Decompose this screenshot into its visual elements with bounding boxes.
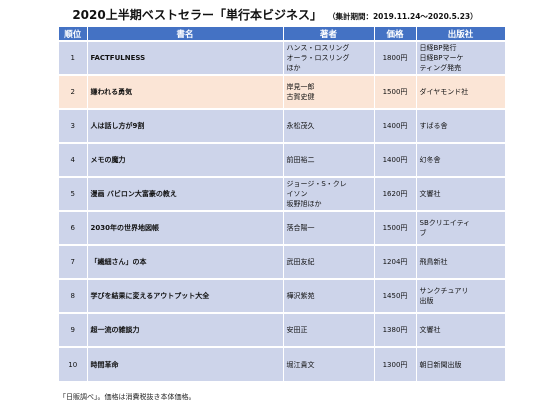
author-cell: 安田正 — [283, 312, 375, 347]
author-cell: 堀江貴文 — [283, 346, 375, 381]
publisher-cell: すばる舎 — [416, 108, 506, 143]
table-row: 7 「繊細さん」の本 武田友紀 1204円 飛鳥新社 — [59, 244, 506, 279]
rank-cell: 4 — [59, 142, 88, 177]
table-row: 10 時間革命 堀江貴文 1300円 朝日新聞出版 — [59, 346, 506, 381]
author-cell: ジョージ・S・クレ イソン 坂野旭ほか — [283, 176, 375, 211]
price-cell: 1300円 — [374, 346, 417, 381]
author-cell: 武田友紀 — [283, 244, 375, 279]
title-cell: 時間革命 — [87, 346, 284, 381]
table-row: 3 人は話し方が9割 永松茂久 1400円 すばる舎 — [59, 108, 506, 143]
title-cell: 人は話し方が9割 — [87, 108, 284, 143]
rank-cell: 10 — [59, 346, 88, 381]
price-cell: 1204円 — [374, 244, 417, 279]
author-cell: 樺沢紫苑 — [283, 278, 375, 313]
publisher-cell: 幻冬舎 — [416, 142, 506, 177]
price-cell: 1500円 — [374, 210, 417, 245]
publisher-cell: 文響社 — [416, 176, 506, 211]
price-cell: 1450円 — [374, 278, 417, 313]
title-cell: 「繊細さん」の本 — [87, 244, 284, 279]
table-row: 4 メモの魔力 前田裕二 1400円 幻冬舎 — [59, 142, 506, 177]
table-row: 8 学びを結果に変えるアウトプット大全 樺沢紫苑 1450円 サンクチュアリ 出版 — [59, 278, 506, 313]
publisher-cell: 文響社 — [416, 312, 506, 347]
rank-cell: 8 — [59, 278, 88, 313]
price-cell: 1400円 — [374, 142, 417, 177]
rank-cell: 2 — [59, 74, 88, 109]
rank-cell: 6 — [59, 210, 88, 245]
publisher-cell: サンクチュアリ 出版 — [416, 278, 506, 313]
title-cell: メモの魔力 — [87, 142, 284, 177]
price-cell: 1380円 — [374, 312, 417, 347]
publisher-cell: 飛鳥新社 — [416, 244, 506, 279]
publisher-cell: 日経BP発行 日経BPマーケ ティング発売 — [416, 40, 506, 75]
table-row: 6 2030年の世界地図帳 落合陽一 1500円 SBクリエイティ ブ — [59, 210, 506, 245]
title-cell: 超一流の雑談力 — [87, 312, 284, 347]
author-cell: 永松茂久 — [283, 108, 375, 143]
rank-cell: 3 — [59, 108, 88, 143]
rank-cell: 9 — [59, 312, 88, 347]
rank-cell: 7 — [59, 244, 88, 279]
header-title: 書名 — [87, 27, 284, 41]
price-cell: 1800円 — [374, 40, 417, 75]
rank-cell: 1 — [59, 40, 88, 75]
price-cell: 1500円 — [374, 74, 417, 109]
table-row: 1 FACTFULNESS ハンス・ロスリング オーラ・ロスリング ほか 1800円日… — [59, 40, 506, 75]
header-price: 価格 — [374, 27, 417, 41]
header-publisher: 出版社 — [416, 27, 506, 41]
author-cell: 前田裕二 — [283, 142, 375, 177]
publisher-cell: ダイヤモンド社 — [416, 74, 506, 109]
table-header-row: 順位 書名 著者 価格 出版社 — [59, 27, 506, 41]
source-footnote: 「日販調べ」。価格は消費税抜き本体価格。 — [59, 393, 196, 401]
price-cell: 1400円 — [374, 108, 417, 143]
header-rank: 順位 — [59, 27, 88, 41]
table-row: 2 嫌われる勇気 岸見一郎 古賀史健 1500円 ダイヤモンド社 — [59, 74, 506, 109]
publisher-cell: SBクリエイティ ブ — [416, 210, 506, 245]
bestseller-table: 順位 書名 著者 価格 出版社 1 FACTFULNESS ハンス・ロスリング オー… — [59, 27, 506, 381]
title-cell: 漫画 バビロン大富豪の教え — [87, 176, 284, 211]
title-cell: 学びを結果に変えるアウトプット大全 — [87, 278, 284, 313]
title-cell: FACTFULNESS — [87, 40, 284, 75]
author-cell: 岸見一郎 古賀史健 — [283, 74, 375, 109]
table-row: 5 漫画 バビロン大富豪の教え ジョージ・S・クレ イソン 坂野旭ほか 1620円 文響… — [59, 176, 506, 211]
author-cell: 落合陽一 — [283, 210, 375, 245]
collection-period: （集計期間：2019.11.24～2020.5.23） — [327, 12, 478, 21]
table-row: 9 超一流の雑談力 安田正 1380円 文響社 — [59, 312, 506, 347]
page-title-row: 2020上半期ベストセラー「単行本ビジネス」 （集計期間：2019.11.24～… — [0, 6, 550, 22]
author-cell: ハンス・ロスリング オーラ・ロスリング ほか — [283, 40, 375, 75]
title-cell: 2030年の世界地図帳 — [87, 210, 284, 245]
header-author: 著者 — [283, 27, 375, 41]
title-cell: 嫌われる勇気 — [87, 74, 284, 109]
page-title: 2020上半期ベストセラー「単行本ビジネス」 — [72, 8, 322, 22]
rank-cell: 5 — [59, 176, 88, 211]
publisher-cell: 朝日新聞出版 — [416, 346, 506, 381]
price-cell: 1620円 — [374, 176, 417, 211]
